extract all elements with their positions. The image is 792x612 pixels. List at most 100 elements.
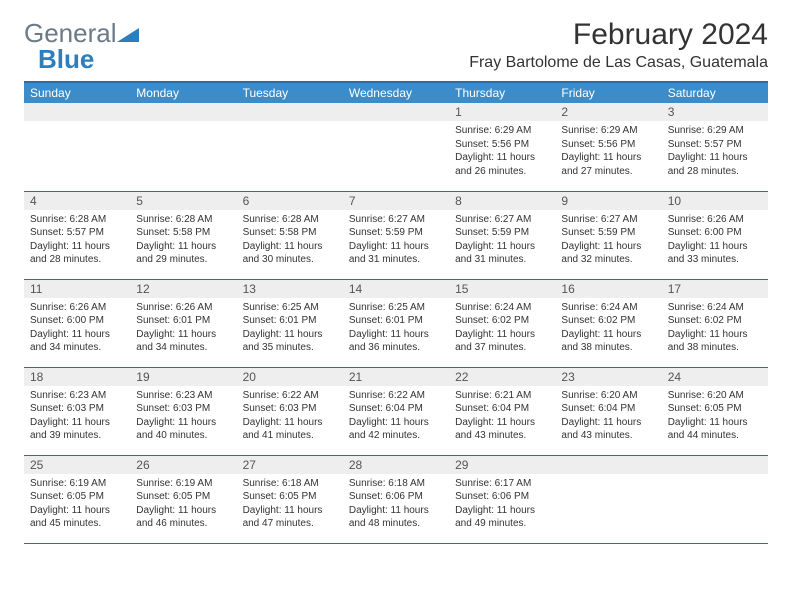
day-number: 12 — [130, 280, 236, 298]
day-details: Sunrise: 6:26 AMSunset: 6:01 PMDaylight:… — [130, 298, 236, 359]
day-number: 29 — [449, 456, 555, 474]
day-number-empty — [343, 103, 449, 121]
day-details: Sunrise: 6:28 AMSunset: 5:58 PMDaylight:… — [237, 210, 343, 271]
daylight-text: Daylight: 11 hours and 45 minutes. — [30, 504, 124, 531]
day-details: Sunrise: 6:17 AMSunset: 6:06 PMDaylight:… — [449, 474, 555, 535]
sunset-text: Sunset: 6:06 PM — [455, 490, 549, 504]
day-details: Sunrise: 6:25 AMSunset: 6:01 PMDaylight:… — [343, 298, 449, 359]
sunset-text: Sunset: 6:03 PM — [30, 402, 124, 416]
calendar-day-cell: 11Sunrise: 6:26 AMSunset: 6:00 PMDayligh… — [24, 279, 130, 367]
day-number: 16 — [555, 280, 661, 298]
sunset-text: Sunset: 5:56 PM — [455, 138, 549, 152]
daylight-text: Daylight: 11 hours and 41 minutes. — [243, 416, 337, 443]
sunset-text: Sunset: 5:59 PM — [455, 226, 549, 240]
day-number: 25 — [24, 456, 130, 474]
weekday-header: Tuesday — [237, 83, 343, 103]
daylight-text: Daylight: 11 hours and 40 minutes. — [136, 416, 230, 443]
day-details: Sunrise: 6:22 AMSunset: 6:03 PMDaylight:… — [237, 386, 343, 447]
calendar-week-row: 1Sunrise: 6:29 AMSunset: 5:56 PMDaylight… — [24, 103, 768, 191]
calendar-empty-cell — [237, 103, 343, 191]
day-details: Sunrise: 6:26 AMSunset: 6:00 PMDaylight:… — [24, 298, 130, 359]
calendar-location: Fray Bartolome de Las Casas, Guatemala — [469, 54, 768, 72]
sunrise-text: Sunrise: 6:24 AM — [561, 301, 655, 315]
day-number: 2 — [555, 103, 661, 121]
sunrise-text: Sunrise: 6:23 AM — [136, 389, 230, 403]
calendar-day-cell: 7Sunrise: 6:27 AMSunset: 5:59 PMDaylight… — [343, 191, 449, 279]
day-details: Sunrise: 6:22 AMSunset: 6:04 PMDaylight:… — [343, 386, 449, 447]
sunrise-text: Sunrise: 6:26 AM — [30, 301, 124, 315]
weekday-header: Friday — [555, 83, 661, 103]
day-details: Sunrise: 6:19 AMSunset: 6:05 PMDaylight:… — [130, 474, 236, 535]
calendar-day-cell: 15Sunrise: 6:24 AMSunset: 6:02 PMDayligh… — [449, 279, 555, 367]
sunrise-text: Sunrise: 6:18 AM — [349, 477, 443, 491]
day-details: Sunrise: 6:25 AMSunset: 6:01 PMDaylight:… — [237, 298, 343, 359]
calendar-week-row: 4Sunrise: 6:28 AMSunset: 5:57 PMDaylight… — [24, 191, 768, 279]
sunset-text: Sunset: 5:59 PM — [561, 226, 655, 240]
sunset-text: Sunset: 5:58 PM — [136, 226, 230, 240]
sunrise-text: Sunrise: 6:20 AM — [561, 389, 655, 403]
sunset-text: Sunset: 6:03 PM — [136, 402, 230, 416]
calendar-empty-cell — [662, 455, 768, 543]
calendar-header-row: SundayMondayTuesdayWednesdayThursdayFrid… — [24, 83, 768, 103]
logo-triangle-icon — [117, 18, 139, 49]
day-details: Sunrise: 6:27 AMSunset: 5:59 PMDaylight:… — [343, 210, 449, 271]
daylight-text: Daylight: 11 hours and 32 minutes. — [561, 240, 655, 267]
weekday-header: Saturday — [662, 83, 768, 103]
daylight-text: Daylight: 11 hours and 31 minutes. — [455, 240, 549, 267]
day-details: Sunrise: 6:28 AMSunset: 5:57 PMDaylight:… — [24, 210, 130, 271]
day-details: Sunrise: 6:27 AMSunset: 5:59 PMDaylight:… — [449, 210, 555, 271]
sunset-text: Sunset: 6:02 PM — [668, 314, 762, 328]
day-number: 5 — [130, 192, 236, 210]
daylight-text: Daylight: 11 hours and 29 minutes. — [136, 240, 230, 267]
daylight-text: Daylight: 11 hours and 48 minutes. — [349, 504, 443, 531]
weekday-header: Wednesday — [343, 83, 449, 103]
sunset-text: Sunset: 5:57 PM — [30, 226, 124, 240]
day-number: 20 — [237, 368, 343, 386]
calendar-day-cell: 10Sunrise: 6:26 AMSunset: 6:00 PMDayligh… — [662, 191, 768, 279]
daylight-text: Daylight: 11 hours and 38 minutes. — [561, 328, 655, 355]
sunrise-text: Sunrise: 6:19 AM — [30, 477, 124, 491]
sunset-text: Sunset: 6:01 PM — [136, 314, 230, 328]
sunrise-text: Sunrise: 6:29 AM — [455, 124, 549, 138]
calendar-day-cell: 19Sunrise: 6:23 AMSunset: 6:03 PMDayligh… — [130, 367, 236, 455]
day-number-empty — [24, 103, 130, 121]
calendar-empty-cell — [24, 103, 130, 191]
day-details: Sunrise: 6:23 AMSunset: 6:03 PMDaylight:… — [24, 386, 130, 447]
day-number: 3 — [662, 103, 768, 121]
day-number: 19 — [130, 368, 236, 386]
sunrise-text: Sunrise: 6:18 AM — [243, 477, 337, 491]
day-details: Sunrise: 6:24 AMSunset: 6:02 PMDaylight:… — [449, 298, 555, 359]
sunrise-text: Sunrise: 6:28 AM — [243, 213, 337, 227]
day-details: Sunrise: 6:29 AMSunset: 5:56 PMDaylight:… — [555, 121, 661, 182]
sunrise-text: Sunrise: 6:28 AM — [30, 213, 124, 227]
day-details: Sunrise: 6:23 AMSunset: 6:03 PMDaylight:… — [130, 386, 236, 447]
sunset-text: Sunset: 6:05 PM — [243, 490, 337, 504]
calendar-day-cell: 8Sunrise: 6:27 AMSunset: 5:59 PMDaylight… — [449, 191, 555, 279]
sunrise-text: Sunrise: 6:25 AM — [349, 301, 443, 315]
day-number: 6 — [237, 192, 343, 210]
daylight-text: Daylight: 11 hours and 27 minutes. — [561, 151, 655, 178]
day-number: 13 — [237, 280, 343, 298]
day-number: 14 — [343, 280, 449, 298]
daylight-text: Daylight: 11 hours and 28 minutes. — [668, 151, 762, 178]
daylight-text: Daylight: 11 hours and 47 minutes. — [243, 504, 337, 531]
calendar-day-cell: 14Sunrise: 6:25 AMSunset: 6:01 PMDayligh… — [343, 279, 449, 367]
daylight-text: Daylight: 11 hours and 37 minutes. — [455, 328, 549, 355]
day-number: 28 — [343, 456, 449, 474]
calendar-day-cell: 1Sunrise: 6:29 AMSunset: 5:56 PMDaylight… — [449, 103, 555, 191]
calendar-day-cell: 26Sunrise: 6:19 AMSunset: 6:05 PMDayligh… — [130, 455, 236, 543]
sunset-text: Sunset: 6:01 PM — [349, 314, 443, 328]
daylight-text: Daylight: 11 hours and 44 minutes. — [668, 416, 762, 443]
day-number: 7 — [343, 192, 449, 210]
calendar-week-row: 18Sunrise: 6:23 AMSunset: 6:03 PMDayligh… — [24, 367, 768, 455]
sunrise-text: Sunrise: 6:24 AM — [668, 301, 762, 315]
sunset-text: Sunset: 6:02 PM — [455, 314, 549, 328]
daylight-text: Daylight: 11 hours and 34 minutes. — [136, 328, 230, 355]
daylight-text: Daylight: 11 hours and 34 minutes. — [30, 328, 124, 355]
sunrise-text: Sunrise: 6:25 AM — [243, 301, 337, 315]
daylight-text: Daylight: 11 hours and 46 minutes. — [136, 504, 230, 531]
daylight-text: Daylight: 11 hours and 31 minutes. — [349, 240, 443, 267]
calendar-day-cell: 3Sunrise: 6:29 AMSunset: 5:57 PMDaylight… — [662, 103, 768, 191]
sunrise-text: Sunrise: 6:22 AM — [243, 389, 337, 403]
daylight-text: Daylight: 11 hours and 35 minutes. — [243, 328, 337, 355]
